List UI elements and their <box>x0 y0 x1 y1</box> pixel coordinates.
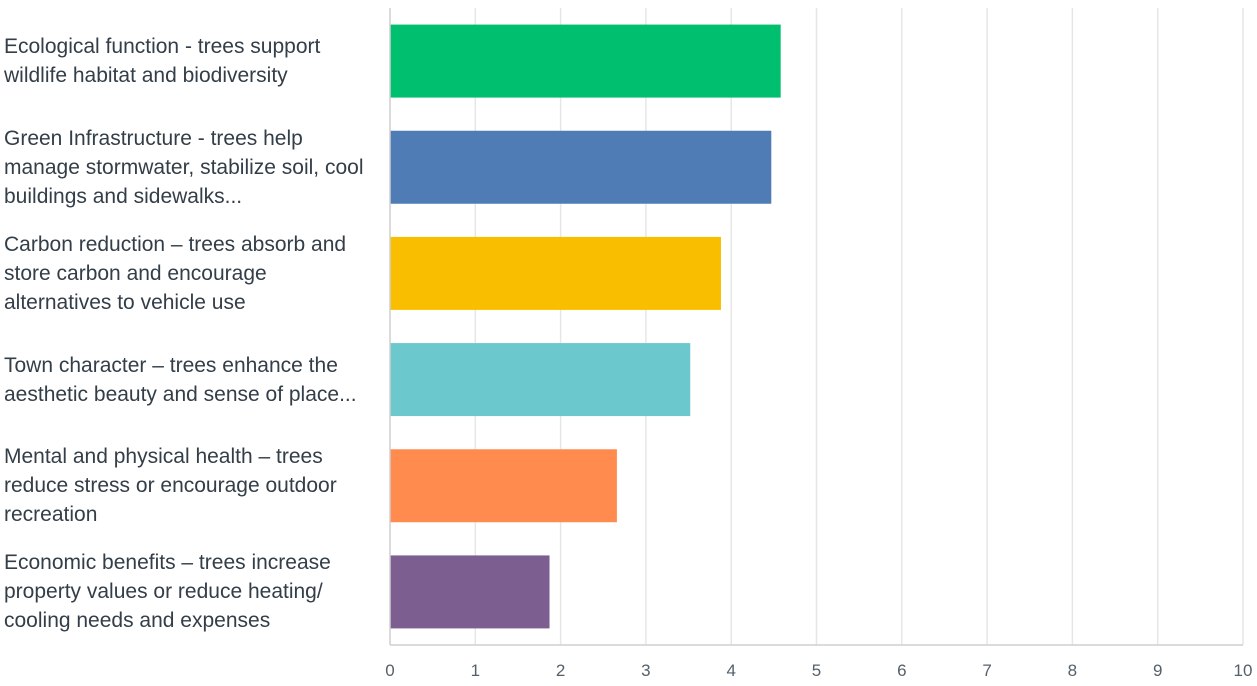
x-tick-label: 2 <box>556 661 565 680</box>
bar <box>390 449 617 523</box>
x-tick-label: 0 <box>385 661 394 680</box>
bar <box>390 236 721 310</box>
x-tick-label: 10 <box>1234 661 1253 680</box>
x-tick-label: 5 <box>812 661 821 680</box>
x-tick-label: 7 <box>982 661 991 680</box>
x-tick-labels: 0 1 2 3 4 5 6 7 8 9 10 <box>385 661 1252 680</box>
x-tick-label: 1 <box>471 661 480 680</box>
grid-lines <box>474 8 1244 645</box>
x-tick-label: 4 <box>726 661 735 680</box>
category-label: Economic benefits – trees increase prope… <box>4 551 331 633</box>
category-label: Green Infrastructure - trees help manage… <box>4 126 364 208</box>
bar <box>390 555 550 629</box>
category-label: Carbon reduction – trees absorb and stor… <box>4 232 347 314</box>
x-tick-label: 8 <box>1068 661 1077 680</box>
category-label: Mental and physical health – trees reduc… <box>4 445 337 527</box>
bar <box>390 130 772 204</box>
x-tick-label: 6 <box>897 661 906 680</box>
bar <box>390 343 691 417</box>
x-tick-label: 9 <box>1153 661 1162 680</box>
x-tick-label: 3 <box>641 661 650 680</box>
category-label: Town character – trees enhance the aesth… <box>4 353 357 406</box>
category-label: Ecological function - trees support wild… <box>4 35 321 88</box>
bar <box>390 24 781 98</box>
bars <box>390 24 781 629</box>
